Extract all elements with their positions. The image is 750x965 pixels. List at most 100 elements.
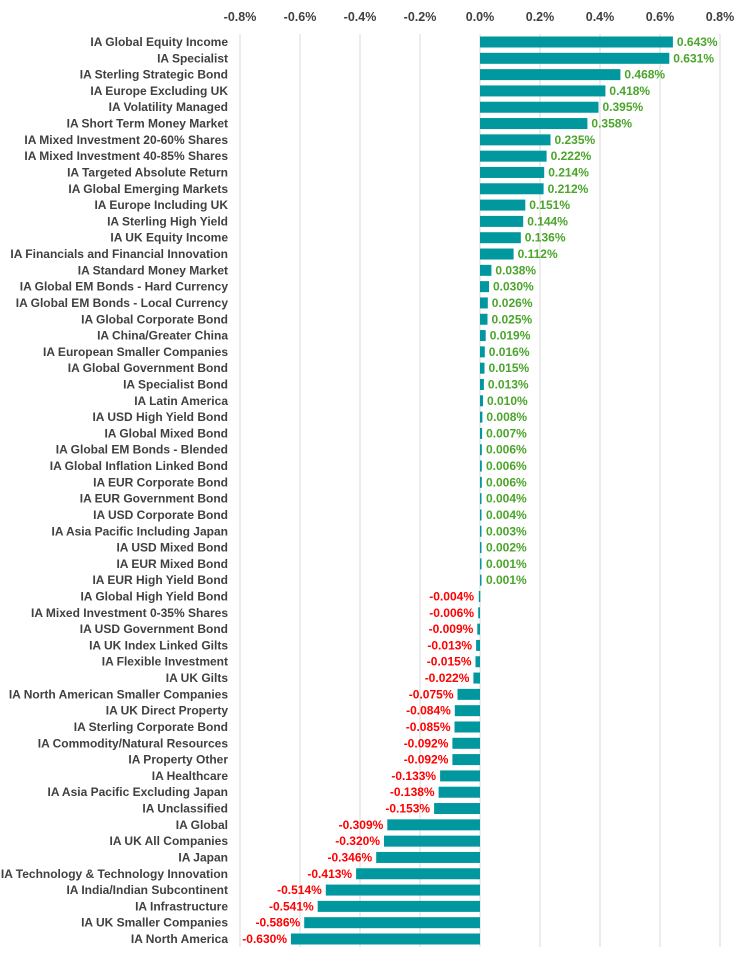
category-label: IA North American Smaller Companies: [9, 687, 228, 701]
bar: [454, 705, 480, 717]
data-label: 0.002%: [486, 541, 527, 555]
category-label: IA North America: [131, 932, 228, 946]
category-label: IA Financials and Financial Innovation: [10, 247, 228, 261]
data-label: 0.144%: [527, 214, 568, 228]
category-label: IA Sterling Corporate Bond: [74, 720, 228, 734]
data-label: 0.025%: [492, 312, 533, 326]
x-tick-label: 0.2%: [526, 10, 555, 24]
bar: [480, 346, 485, 358]
category-label: IA Specialist: [157, 51, 228, 65]
bar: [317, 900, 480, 912]
bar: [376, 851, 480, 863]
data-label: -0.413%: [307, 867, 352, 881]
bar: [476, 639, 480, 651]
category-label: IA Infrastructure: [135, 899, 228, 913]
x-tick-label: -0.2%: [404, 10, 437, 24]
category-label: IA USD High Yield Bond: [92, 410, 228, 424]
bar: [480, 313, 488, 325]
data-label: -0.514%: [277, 883, 322, 897]
data-label: 0.151%: [529, 198, 570, 212]
data-label: 0.222%: [551, 149, 592, 163]
category-label: IA UK Direct Property: [106, 704, 229, 718]
data-label: 0.026%: [492, 296, 533, 310]
data-label: -0.586%: [255, 916, 300, 930]
data-label: 0.136%: [525, 231, 566, 245]
data-label: -0.346%: [327, 850, 372, 864]
bar: [480, 558, 482, 570]
data-label: 0.016%: [489, 345, 530, 359]
data-label: 0.019%: [490, 329, 531, 343]
x-axis-ticks: -0.8% -0.6% -0.4% -0.2% 0.0% 0.2% 0.4% 0.6% 0.8%: [224, 10, 735, 24]
data-label: 0.001%: [486, 557, 527, 571]
bar: [480, 362, 485, 374]
bar: [480, 166, 545, 178]
category-label: IA Volatility Managed: [109, 100, 228, 114]
data-label: -0.085%: [406, 720, 451, 734]
data-label: -0.309%: [339, 818, 384, 832]
bar: [291, 933, 480, 945]
category-label: IA India/Indian Subcontinent: [66, 883, 228, 897]
bar: [480, 444, 482, 456]
bar: [434, 803, 480, 815]
category-label: IA European Smaller Companies: [43, 345, 228, 359]
category-label: IA Global Government Bond: [68, 361, 228, 375]
data-label: -0.015%: [427, 655, 472, 669]
category-label: IA USD Mixed Bond: [116, 541, 228, 555]
category-label: IA UK Smaller Companies: [81, 916, 228, 930]
data-label: 0.008%: [486, 410, 527, 424]
bar: [480, 36, 673, 48]
data-label: -0.084%: [406, 704, 451, 718]
x-tick-label: 0.4%: [586, 10, 615, 24]
data-label: 0.112%: [518, 247, 558, 261]
data-label: 0.004%: [486, 492, 527, 506]
category-label: IA Property Other: [128, 753, 228, 767]
category-label: IA USD Government Bond: [80, 622, 228, 636]
bar: [477, 623, 480, 635]
bar: [480, 150, 547, 162]
category-label: IA Global Mixed Bond: [104, 426, 228, 440]
data-label: 0.358%: [591, 117, 632, 131]
category-label: IA Global High Yield Bond: [80, 590, 228, 604]
category-label: IA Global Equity Income: [90, 35, 228, 49]
data-label: 0.214%: [548, 165, 589, 179]
data-label: -0.133%: [391, 769, 436, 783]
bar: [475, 656, 480, 668]
category-label: IA UK All Companies: [110, 834, 229, 848]
bar: [304, 917, 480, 929]
x-tick-label: -0.8%: [224, 10, 257, 24]
category-label: IA Global EM Bonds - Hard Currency: [20, 280, 229, 294]
bar: [480, 330, 486, 342]
category-label: IA Sterling High Yield: [107, 214, 228, 228]
bar: [480, 411, 483, 423]
bar: [384, 835, 480, 847]
data-label: -0.092%: [404, 753, 449, 767]
category-label: IA UK Index Linked Gilts: [89, 638, 228, 652]
category-label: IA UK Equity Income: [110, 231, 228, 245]
data-label: 0.015%: [489, 361, 530, 375]
x-tick-label: -0.4%: [344, 10, 377, 24]
bar: [480, 574, 482, 586]
data-label: 0.003%: [486, 524, 527, 538]
data-label: -0.022%: [425, 671, 470, 685]
bar: [480, 85, 606, 97]
category-label: IA Targeted Absolute Return: [67, 165, 228, 179]
category-label: IA USD Corporate Bond: [93, 508, 228, 522]
bar: [473, 672, 480, 684]
data-label: -0.630%: [242, 932, 287, 946]
bar: [480, 525, 482, 537]
bar: [480, 297, 488, 309]
data-label: -0.541%: [269, 899, 314, 913]
bar: [480, 118, 588, 130]
category-label: IA Mixed Investment 20-60% Shares: [24, 133, 228, 147]
bar: [478, 591, 481, 603]
bar: [480, 264, 492, 276]
category-labels: IA Global Equity Income IA Specialist IA S…: [1, 35, 228, 946]
category-label: IA Standard Money Market: [78, 263, 228, 277]
category-label: IA Mixed Investment 0-35% Shares: [31, 606, 228, 620]
data-label: 0.418%: [609, 84, 650, 98]
bar: [480, 232, 521, 244]
bar: [480, 52, 670, 64]
data-label: -0.009%: [429, 622, 474, 636]
category-label: IA EUR High Yield Bond: [92, 573, 228, 587]
